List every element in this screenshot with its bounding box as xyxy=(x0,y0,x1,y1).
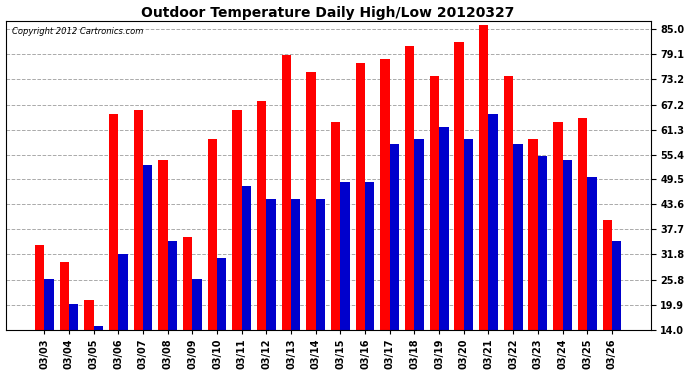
Title: Outdoor Temperature Daily High/Low 20120327: Outdoor Temperature Daily High/Low 20120… xyxy=(141,6,515,20)
Bar xyxy=(340,182,350,330)
Bar xyxy=(59,262,69,330)
Bar xyxy=(439,127,449,330)
Bar xyxy=(118,254,128,330)
Bar xyxy=(109,114,118,330)
Bar xyxy=(143,165,152,330)
Bar xyxy=(266,198,276,330)
Bar xyxy=(291,198,300,330)
Bar xyxy=(612,241,621,330)
Bar xyxy=(602,220,612,330)
Bar xyxy=(306,72,316,330)
Bar xyxy=(365,182,375,330)
Bar xyxy=(513,144,522,330)
Bar xyxy=(415,139,424,330)
Bar xyxy=(94,326,103,330)
Bar xyxy=(193,279,201,330)
Text: Copyright 2012 Cartronics.com: Copyright 2012 Cartronics.com xyxy=(12,27,144,36)
Bar xyxy=(84,300,94,330)
Bar xyxy=(479,25,489,330)
Bar xyxy=(158,160,168,330)
Bar xyxy=(504,76,513,330)
Bar xyxy=(464,139,473,330)
Bar xyxy=(134,110,143,330)
Bar xyxy=(578,118,587,330)
Bar xyxy=(587,177,597,330)
Bar xyxy=(529,139,538,330)
Bar xyxy=(316,198,325,330)
Bar xyxy=(183,237,193,330)
Bar xyxy=(562,160,572,330)
Bar xyxy=(390,144,399,330)
Bar xyxy=(538,156,547,330)
Bar xyxy=(69,304,78,330)
Bar xyxy=(380,59,390,330)
Bar xyxy=(553,122,562,330)
Bar xyxy=(356,63,365,330)
Bar xyxy=(44,279,54,330)
Bar xyxy=(282,55,291,330)
Bar xyxy=(331,122,340,330)
Bar xyxy=(168,241,177,330)
Bar xyxy=(241,186,251,330)
Bar xyxy=(257,101,266,330)
Bar xyxy=(489,114,498,330)
Bar xyxy=(208,139,217,330)
Bar xyxy=(35,245,44,330)
Bar xyxy=(455,42,464,330)
Bar xyxy=(217,258,226,330)
Bar xyxy=(233,110,241,330)
Bar xyxy=(430,76,439,330)
Bar xyxy=(405,46,415,330)
